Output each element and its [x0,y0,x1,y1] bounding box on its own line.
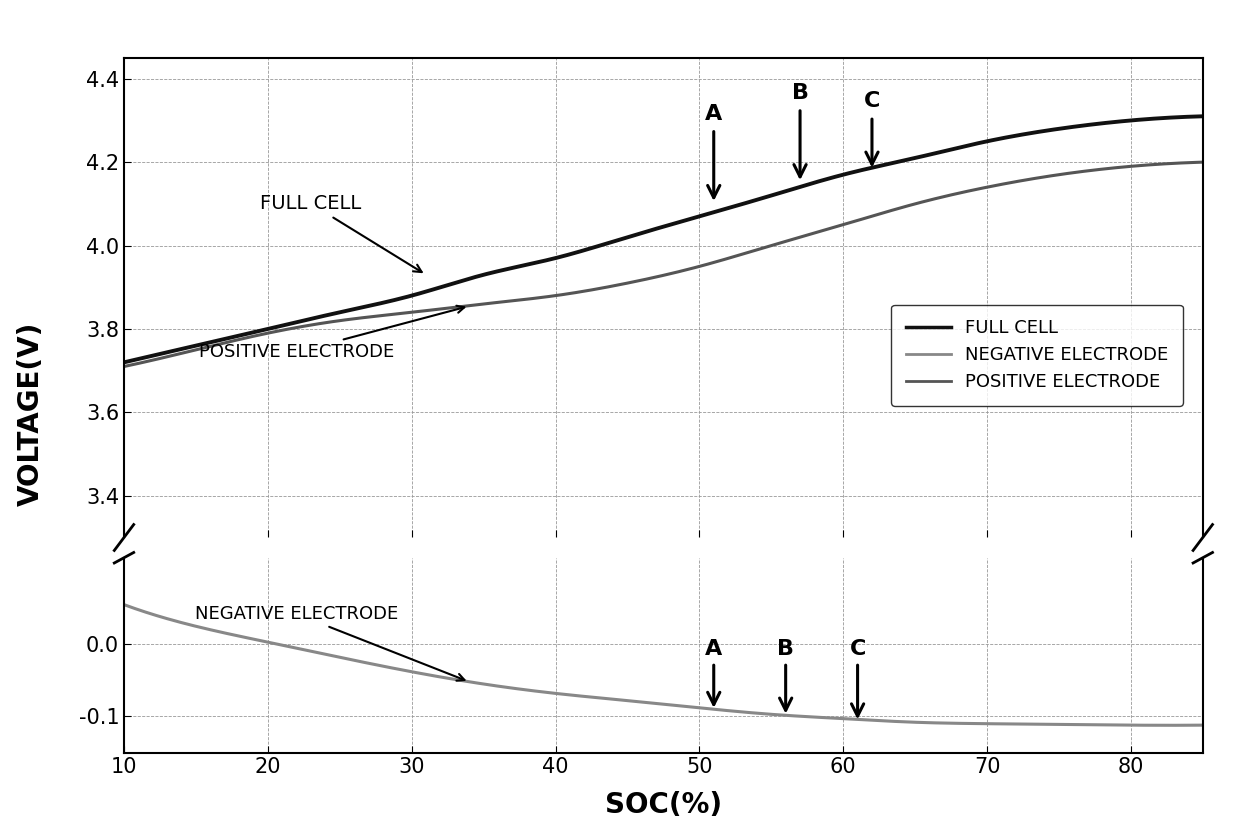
FULL CELL [247,327,262,337]
Text: C: C [849,638,866,659]
Legend: FULL CELL, NEGATIVE ELECTRODE, POSITIVE ELECTRODE: FULL CELL, NEGATIVE ELECTRODE, POSITIVE … [892,305,1183,406]
X-axis label: SOC(%): SOC(%) [605,791,722,820]
POSITIVE ELECTRODE [544,291,559,301]
POSITIVE ELECTRODE [900,201,915,211]
POSITIVE ELECTRODE [795,232,810,241]
Text: B: B [791,83,808,103]
NEGATIVE ELECTRODE [1195,720,1210,730]
Line: FULL CELL: FULL CELL [124,117,1203,362]
Text: NEGATIVE ELECTRODE: NEGATIVE ELECTRODE [195,605,465,681]
Text: FULL CELL: FULL CELL [260,194,422,272]
NEGATIVE ELECTRODE [247,634,262,644]
FULL CELL [895,155,910,165]
POSITIVE ELECTRODE [1195,157,1210,167]
Text: A: A [706,103,723,124]
Text: B: B [777,638,794,659]
NEGATIVE ELECTRODE [117,600,131,609]
POSITIVE ELECTRODE [247,331,262,341]
NEGATIVE ELECTRODE [544,688,559,698]
Text: A: A [706,638,723,659]
Text: VOLTAGE(V): VOLTAGE(V) [17,322,45,505]
FULL CELL [1195,112,1210,122]
POSITIVE ELECTRODE [117,361,131,371]
NEGATIVE ELECTRODE [900,717,915,727]
Text: C: C [864,91,880,112]
FULL CELL [117,357,131,367]
FULL CELL [467,272,482,282]
Line: POSITIVE ELECTRODE: POSITIVE ELECTRODE [124,162,1203,366]
NEGATIVE ELECTRODE [467,678,482,688]
Line: NEGATIVE ELECTRODE: NEGATIVE ELECTRODE [124,605,1203,725]
POSITIVE ELECTRODE [467,300,482,310]
POSITIVE ELECTRODE [895,203,910,213]
NEGATIVE ELECTRODE [795,711,810,721]
FULL CELL [795,181,810,191]
NEGATIVE ELECTRODE [1163,720,1178,730]
Text: POSITIVE ELECTRODE: POSITIVE ELECTRODE [198,306,464,361]
NEGATIVE ELECTRODE [895,717,910,727]
FULL CELL [900,155,915,165]
FULL CELL [544,254,559,264]
